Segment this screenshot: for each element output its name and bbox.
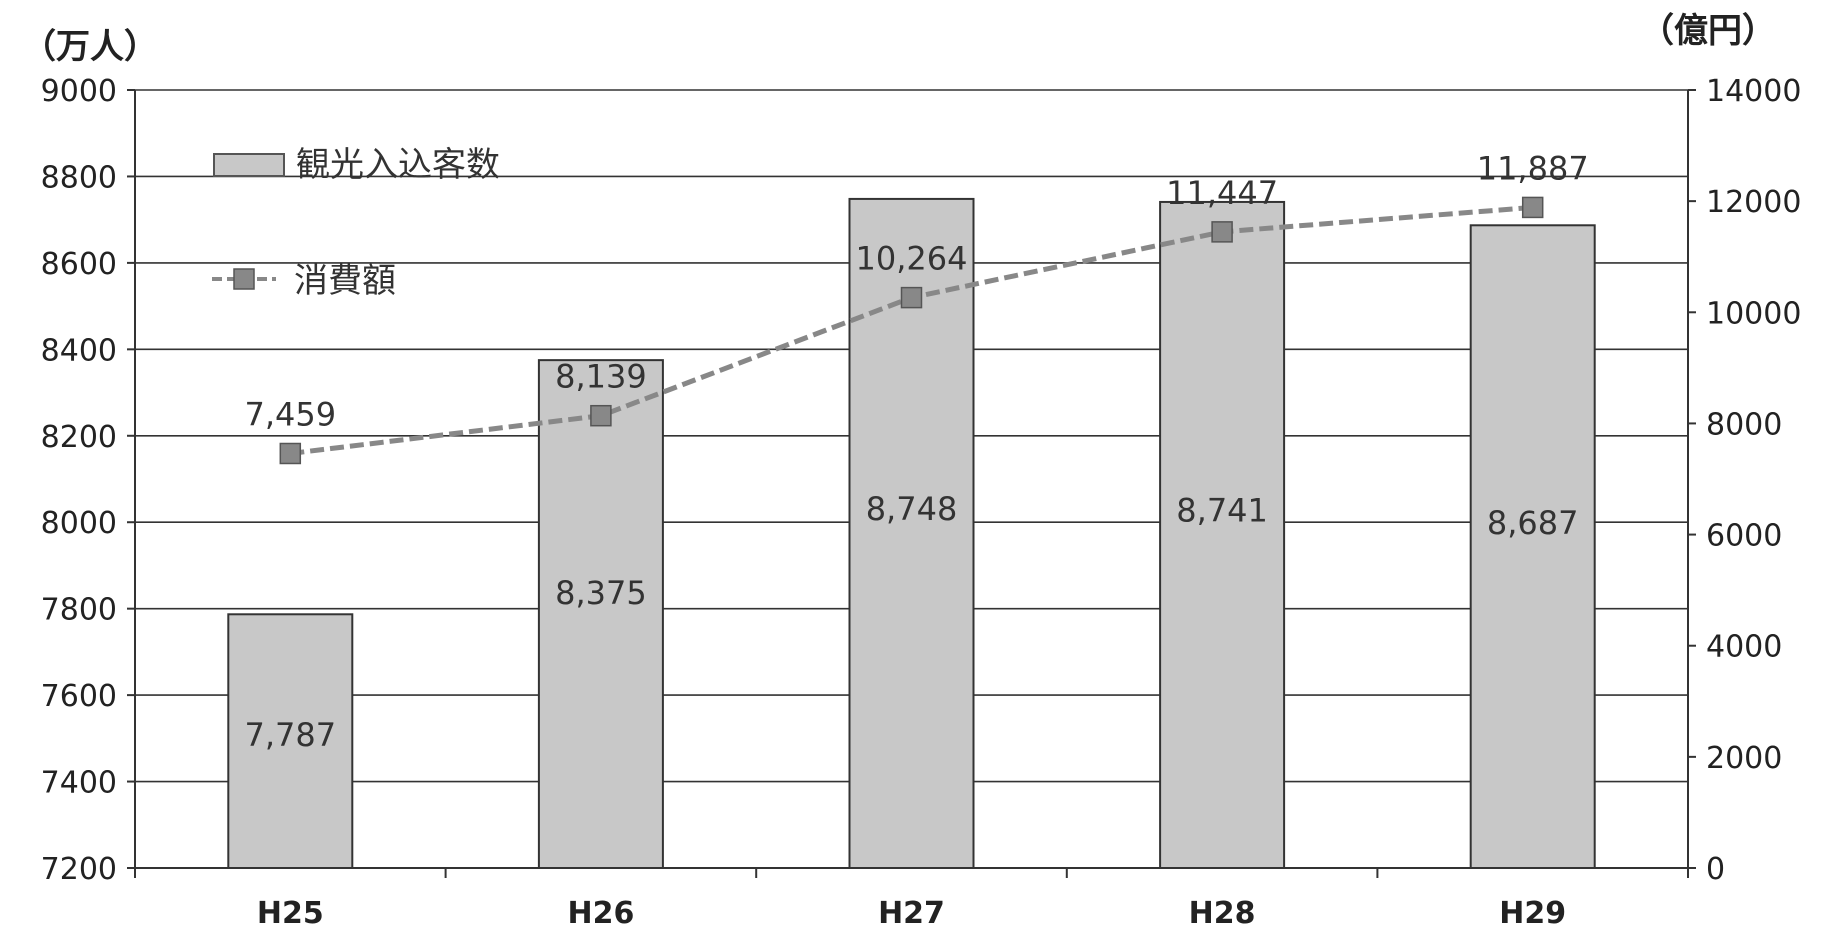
y-left-tick-label: 8000 xyxy=(41,506,117,541)
y-right-tick-label: 0 xyxy=(1706,852,1725,887)
y-left-tick-label: 8200 xyxy=(41,420,117,455)
bar xyxy=(1469,224,1596,869)
y-right-tick-label: 4000 xyxy=(1706,630,1782,665)
legend-bar-swatch xyxy=(213,153,285,177)
y-right-tick-label: 2000 xyxy=(1706,741,1782,776)
y-left-tick-label: 7600 xyxy=(41,679,117,714)
x-tick-label: H25 xyxy=(257,896,324,931)
bar-data-label: 8,748 xyxy=(866,490,958,528)
line-data-label: 11,447 xyxy=(1166,174,1278,212)
bar-data-label: 8,687 xyxy=(1487,504,1579,542)
y-right-tick-label: 12000 xyxy=(1706,185,1801,220)
bar-data-label: 7,787 xyxy=(244,716,336,754)
x-tick-label: H28 xyxy=(1189,896,1256,931)
y-right-tick-label: 8000 xyxy=(1706,407,1782,442)
x-tick-label: H27 xyxy=(878,896,945,931)
y-left-tick-label: 9000 xyxy=(41,74,117,109)
line-data-label: 7,459 xyxy=(244,395,336,433)
line-point-marker xyxy=(590,404,612,427)
y-right-tick-label: 10000 xyxy=(1706,296,1801,331)
y-left-unit: （万人） xyxy=(22,27,158,67)
bar-data-label: 8,375 xyxy=(555,574,647,612)
y-left-tick-label: 8600 xyxy=(41,247,117,282)
line-data-label: 10,264 xyxy=(856,240,968,278)
x-tick-label: H26 xyxy=(567,896,634,931)
line-series: 7,459 8,139 10,264 11,447 11,887 xyxy=(244,149,1589,465)
bar-series: 7,787 8,375 8,748 8,741 8,687 xyxy=(227,197,1596,870)
y-right-tick-label: 14000 xyxy=(1706,74,1801,109)
bar-data-label: 8,741 xyxy=(1176,492,1268,530)
bar xyxy=(227,613,354,870)
bar xyxy=(537,359,664,869)
legend-bar-label: 観光入込客数 xyxy=(296,145,500,185)
legend-line-label: 消費額 xyxy=(294,261,396,301)
legend: 観光入込客数 消費額 xyxy=(212,145,500,301)
y-left-tick-label: 7800 xyxy=(41,593,117,628)
bar xyxy=(1159,200,1286,869)
line-data-label: 8,139 xyxy=(555,358,647,396)
line-point-marker xyxy=(279,442,302,465)
line-point-marker xyxy=(900,286,923,309)
axes xyxy=(127,89,1696,878)
line-data-label: 11,887 xyxy=(1477,149,1589,187)
y-left-tick-label: 8800 xyxy=(41,160,117,195)
line-point-marker xyxy=(1521,196,1544,219)
y-left-tick-label: 8400 xyxy=(41,333,117,368)
y-left-tick-label: 7400 xyxy=(41,766,117,801)
y-left-tick-label: 7200 xyxy=(41,852,117,887)
legend-line-marker xyxy=(233,268,255,290)
y-right-tick-label: 6000 xyxy=(1706,519,1782,554)
tick-labels: 9000 8800 8600 8400 8200 8000 7800 7600 7400 7200… xyxy=(41,74,1802,931)
line-point-marker xyxy=(1211,221,1233,243)
x-tick-label: H29 xyxy=(1499,896,1566,931)
y-right-unit: （億円） xyxy=(1640,11,1776,51)
